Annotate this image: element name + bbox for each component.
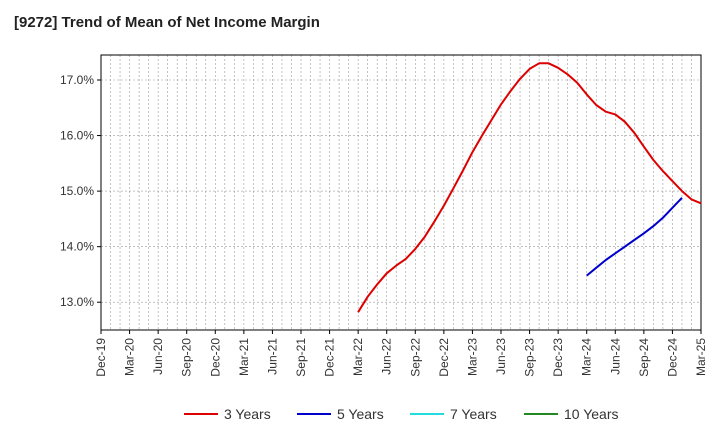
series-lines [357, 62, 702, 313]
legend-label-10-years: 10 Years [564, 406, 619, 422]
x-axis-ticks: Dec-19 Mar-20 Jun-20 Sep-20 Dec-20 Mar-21 Jun-… [94, 330, 708, 377]
legend-label-5-years: 5 Years [337, 406, 384, 422]
x-tick-label: Mar-25 [694, 338, 708, 376]
series-line-5-years [586, 197, 683, 277]
x-tick-label: Sep-20 [180, 338, 194, 377]
x-tick-label: Mar-24 [580, 338, 594, 376]
legend-label-7-years: 7 Years [450, 406, 497, 422]
x-tick-label: Sep-23 [523, 338, 537, 377]
x-tick-label: Dec-24 [665, 338, 679, 377]
plot-area-frame [100, 54, 702, 331]
x-tick-label: Sep-22 [408, 338, 422, 377]
y-tick-label: 13.0% [60, 295, 94, 309]
x-tick-label: Dec-19 [94, 338, 108, 377]
x-tick-label: Jun-24 [608, 338, 622, 375]
x-tick-label: Jun-21 [265, 338, 279, 375]
series-line-3-years [357, 62, 702, 313]
legend-label-3-years: 3 Years [224, 406, 271, 422]
x-tick-label: Dec-20 [208, 338, 222, 377]
x-tick-label: Dec-23 [551, 338, 565, 377]
y-tick-label: 17.0% [60, 73, 94, 87]
y-axis-ticks: 13.0% 14.0% 15.0% 16.0% 17.0% [60, 73, 101, 309]
x-tick-label: Mar-20 [123, 338, 137, 376]
chart-title: [9272] Trend of Mean of Net Income Margi… [14, 14, 320, 31]
y-tick-label: 15.0% [60, 184, 94, 198]
x-tick-label: Sep-21 [294, 338, 308, 377]
x-tick-label: Jun-20 [151, 338, 165, 375]
y-tick-label: 16.0% [60, 129, 94, 143]
x-tick-label: Sep-24 [637, 338, 651, 377]
x-tick-label: Jun-23 [494, 338, 508, 375]
grid-lines [100, 55, 702, 330]
x-tick-label: Mar-23 [465, 338, 479, 376]
x-tick-label: Jun-22 [380, 338, 394, 375]
x-tick-label: Mar-22 [351, 338, 365, 376]
x-tick-label: Dec-22 [437, 338, 451, 377]
x-tick-label: Dec-21 [323, 338, 337, 377]
legend: 3 Years 5 Years 7 Years 10 Years [184, 406, 619, 422]
x-tick-label: Mar-21 [237, 338, 251, 376]
y-tick-label: 14.0% [60, 240, 94, 254]
